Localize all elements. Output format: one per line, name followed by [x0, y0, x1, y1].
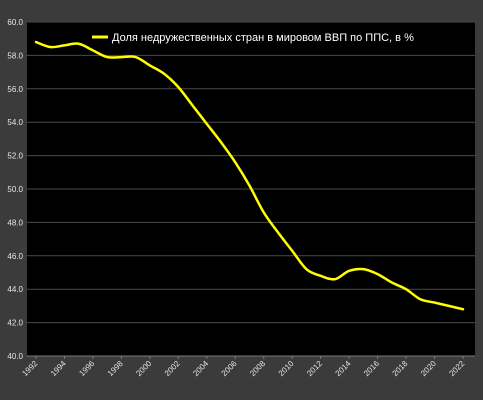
- y-tick-label: 60.0: [7, 18, 23, 27]
- x-tick-label: 2018: [391, 359, 410, 378]
- y-tick-label: 46.0: [7, 252, 23, 261]
- x-tick-label: 2020: [419, 359, 438, 378]
- series-line: [34, 40, 465, 311]
- y-tick-label: 48.0: [7, 218, 23, 227]
- x-tick-label: 1994: [49, 359, 68, 378]
- legend-label: Доля недружественных стран в мировом ВВП…: [112, 32, 414, 44]
- x-tick-label: 1992: [20, 359, 39, 378]
- legend: Доля недружественных стран в мировом ВВП…: [92, 32, 414, 44]
- y-tick-label: 40.0: [7, 352, 23, 361]
- y-tick-label: 50.0: [7, 185, 23, 194]
- x-tick-label: 2022: [447, 359, 466, 378]
- x-tick-label: 2006: [220, 359, 239, 378]
- x-tick-label: 2008: [248, 359, 267, 378]
- y-tick-label: 56.0: [7, 85, 23, 94]
- x-tick-label: 2014: [334, 359, 353, 378]
- gridlines: [27, 21, 475, 357]
- x-tick-label: 2002: [163, 359, 182, 378]
- y-tick-label: 44.0: [7, 285, 23, 294]
- x-tick-label: 1996: [77, 359, 96, 378]
- y-tick-label: 54.0: [7, 118, 23, 127]
- x-tick-label: 2016: [362, 359, 381, 378]
- y-tick-label: 42.0: [7, 319, 23, 328]
- x-tick-label: 2012: [305, 359, 324, 378]
- x-tick-label: 2000: [134, 359, 153, 378]
- series-layer: [34, 40, 465, 311]
- y-tick-label: 52.0: [7, 152, 23, 161]
- y-tick-label: 58.0: [7, 51, 23, 60]
- x-tick-label: 2010: [277, 359, 296, 378]
- x-tick-label: 1998: [106, 359, 125, 378]
- x-tick-label: 2004: [191, 359, 210, 378]
